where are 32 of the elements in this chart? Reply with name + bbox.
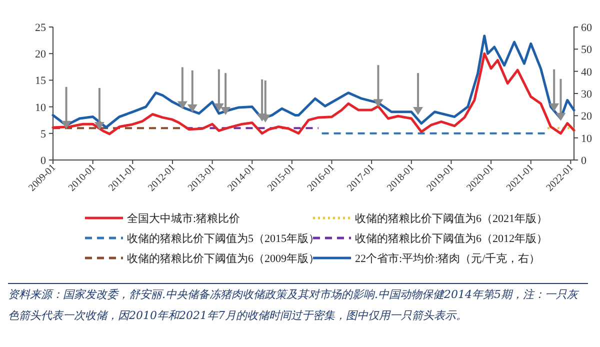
legend-label: 收储的猪粮比价下阈值为5（2015年版） xyxy=(127,232,320,245)
y2-tick-label: 50 xyxy=(581,44,592,56)
y-tick-label: 25 xyxy=(35,22,46,34)
point xyxy=(549,103,560,112)
y2-tick-label: 0 xyxy=(581,155,587,167)
line-series xyxy=(52,34,576,129)
legend-label: 收储的猪粮比价下阈值为6（2012年版） xyxy=(355,232,548,245)
y2-tick-label: 10 xyxy=(581,132,592,145)
legend-label: 22个省市:平均价:猪肉（元/千克，右） xyxy=(355,252,540,265)
y2-tick-label: 60 xyxy=(581,22,592,34)
y-tick-label: 5 xyxy=(40,128,46,140)
point xyxy=(556,112,566,121)
legend-label: 全国大中城市:猪粮比价 xyxy=(127,212,240,225)
point xyxy=(177,101,188,110)
y2-tick-label: 20 xyxy=(581,110,592,123)
point xyxy=(94,122,104,130)
point xyxy=(220,107,231,116)
y-tick-label: 0 xyxy=(40,155,46,167)
y-tick-label: 10 xyxy=(35,102,46,114)
point xyxy=(413,107,424,116)
y-tick-label: 15 xyxy=(35,75,46,88)
point xyxy=(373,99,384,108)
line-series xyxy=(52,52,576,136)
legend-label: 收储的猪粮比价下阈值为6（2009年版） xyxy=(127,252,320,265)
y-tick-label: 20 xyxy=(35,48,46,61)
point xyxy=(61,120,72,129)
point xyxy=(214,103,224,112)
y2-tick-label: 30 xyxy=(581,88,592,100)
y2-tick-label: 40 xyxy=(581,66,592,78)
legend-label: 收储的猪粮比价下阈值为6（2021年版） xyxy=(355,212,548,225)
point xyxy=(187,104,198,112)
text: 资料来源：国家发改委，舒安丽.中央储备冻猪肉收储政策及其对市场的影响.中国动物保健2014年第5期，注：一只灰色箭头代表一次收储，因2010年和2021年7月的收储时间过于密集，图中仅用一只箭头表示。 xyxy=(8,283,588,326)
